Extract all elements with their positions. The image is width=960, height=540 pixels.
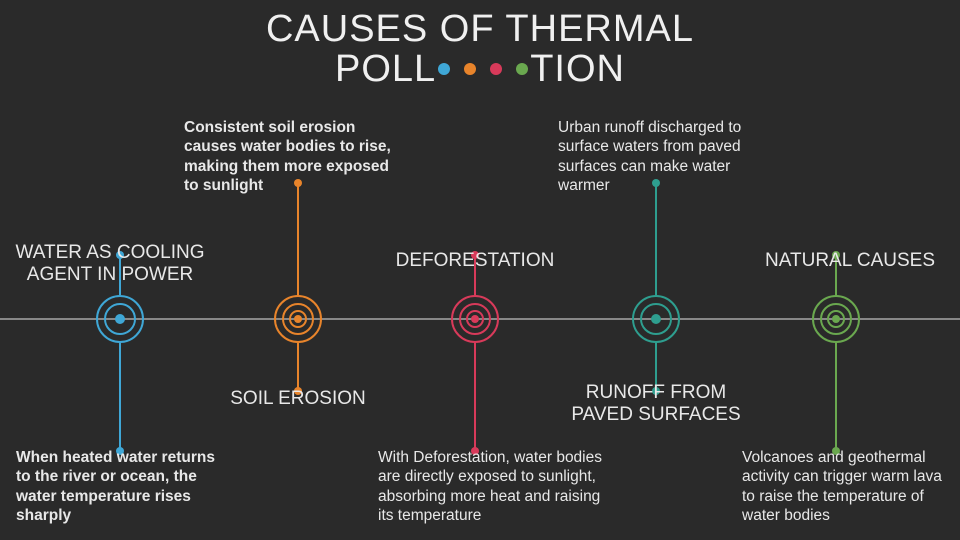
title-dot [438,63,450,75]
title-line-2: POLLTION [0,50,960,90]
title-dot [516,63,528,75]
node-label-runoff: RUNOFF FROMPAVED SURFACES [571,382,740,426]
node-dot [294,315,302,323]
node-dot [115,314,125,324]
connector-bottom [835,343,837,451]
connector-bottom [297,343,299,391]
node-desc-water-cooling: When heated water returns to the river o… [16,448,226,526]
node-dot [471,315,479,323]
connector-top [297,183,299,295]
connector-bottom [474,343,476,451]
connector-top [655,183,657,295]
node-desc-natural: Volcanoes and geothermal activity can tr… [742,448,952,526]
node-desc-soil-erosion: Consistent soil erosion causes water bod… [184,118,402,196]
connector-bottom [119,343,121,451]
page-title: CAUSES OF THERMAL POLLTION [0,0,960,90]
node-label-water-cooling: WATER AS COOLINGAGENT IN POWER [16,242,205,286]
node-desc-deforestation: With Deforestation, water bodies are dir… [378,448,610,526]
title-dot [464,63,476,75]
node-dot [651,314,661,324]
node-label-deforestation: DEFORESTATION [396,250,555,272]
node-desc-runoff: Urban runoff discharged to surface water… [558,118,776,196]
title-line-1: CAUSES OF THERMAL [0,10,960,50]
node-label-natural: NATURAL CAUSES [765,250,935,272]
node-dot [832,315,840,323]
title-dots [438,63,528,75]
node-label-soil-erosion: SOIL EROSION [230,388,366,410]
title-dot [490,63,502,75]
